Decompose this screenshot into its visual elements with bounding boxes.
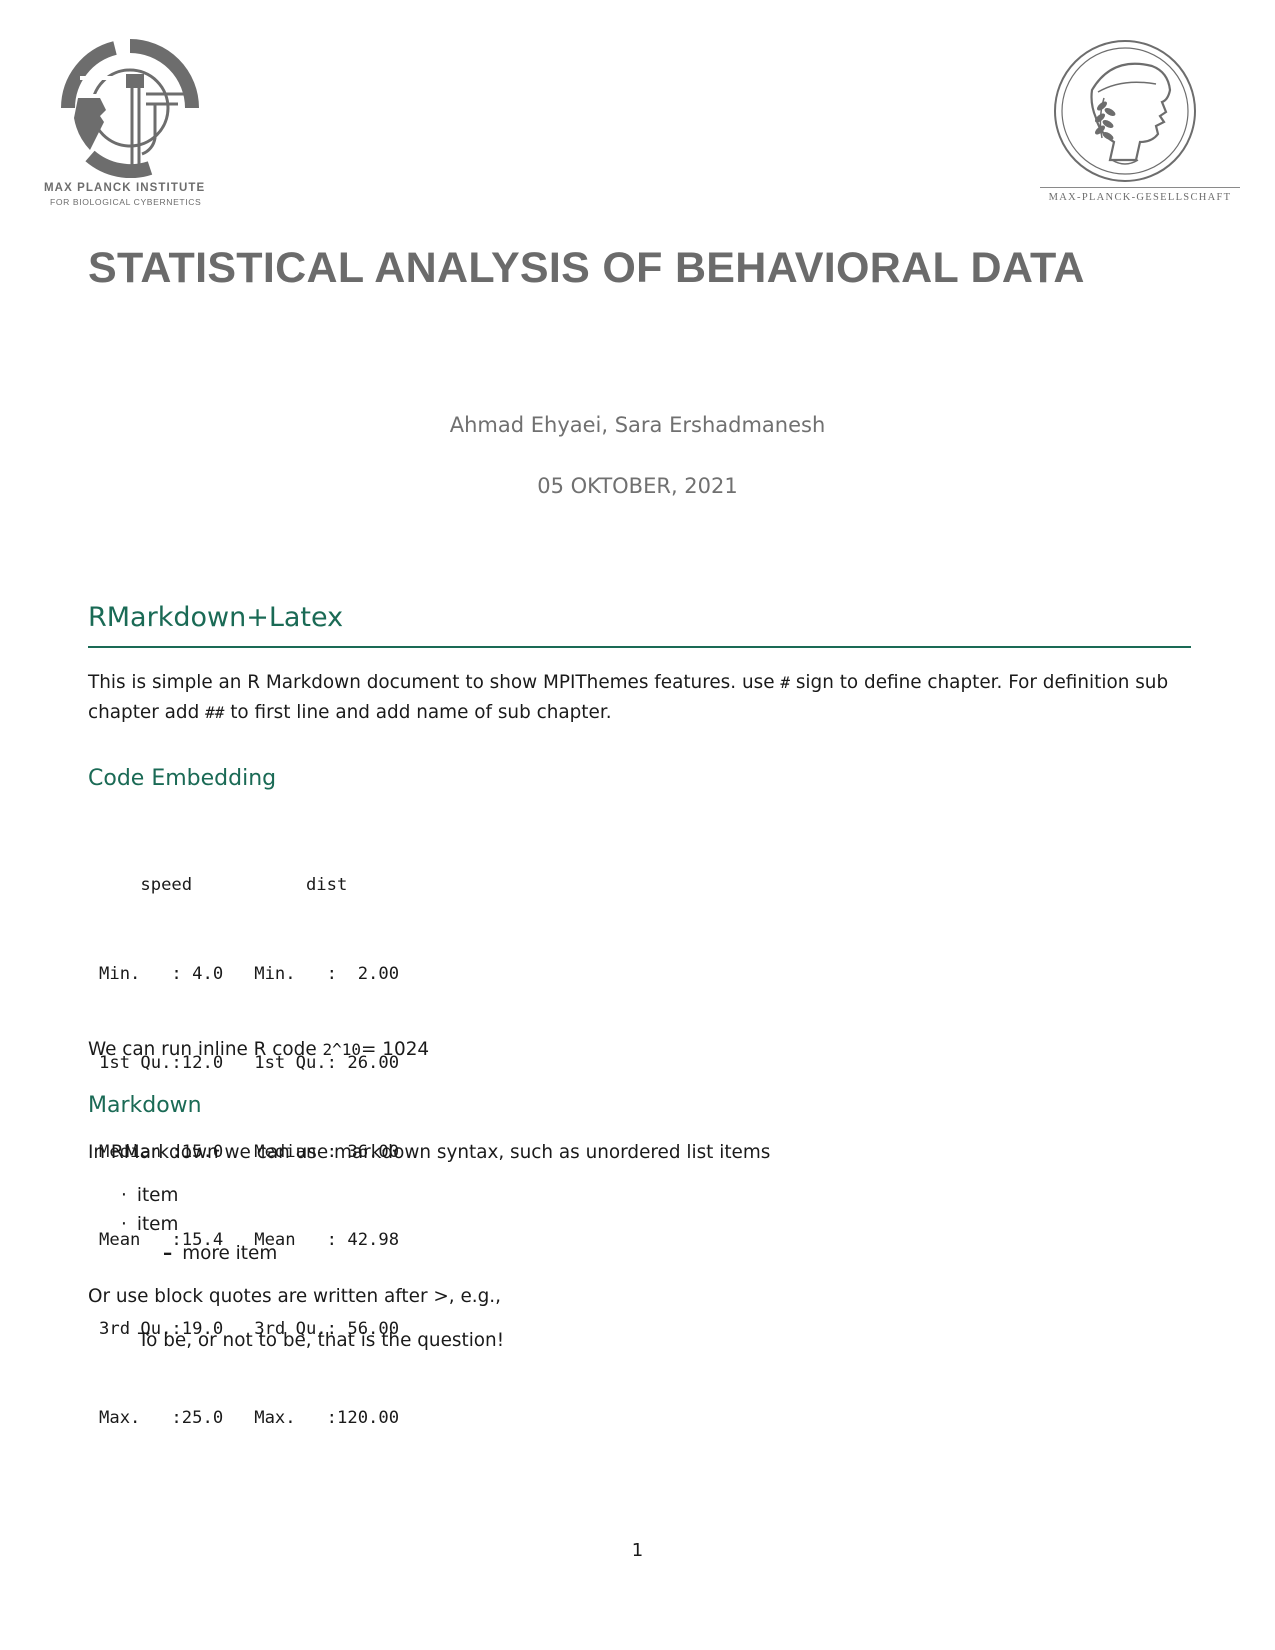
paragraph-line-2: chapter add ## to first line and add nam… <box>88 698 1198 728</box>
dash-bullet-icon: – <box>163 1243 173 1264</box>
logo-right-line1: MAX-PLANCK-GESELLSCHAFT <box>1048 192 1232 203</box>
bullet-icon: · <box>121 1185 127 1206</box>
list-item: · item <box>121 1181 178 1211</box>
page-number: 1 <box>631 1540 644 1561</box>
list-item-label: item <box>136 1185 179 1206</box>
section-rule <box>88 646 1191 648</box>
code-line: 3rd Qu.:19.0 3rd Qu.: 56.00 <box>99 1319 420 1340</box>
mpi-cybernetics-logo-icon <box>61 39 199 178</box>
text-run: = 1024 <box>361 1039 430 1060</box>
inline-code: 2^10 <box>322 1040 362 1059</box>
sub-list-item: – more item <box>163 1239 277 1269</box>
text-run: chapter add <box>88 702 206 723</box>
section1-paragraph: This is simple an R Markdown document to… <box>88 668 1198 728</box>
paragraph-line-1: This is simple an R Markdown document to… <box>88 668 1198 698</box>
code-line: 1st Qu.:12.0 1st Qu.: 26.00 <box>99 1052 420 1073</box>
code-line: Max. :25.0 Max. :120.00 <box>99 1407 420 1428</box>
section-heading-rmarkdown-latex: RMarkdown+Latex <box>88 602 344 633</box>
minerva-seal-icon <box>1054 40 1196 182</box>
list-item-label: more item <box>182 1243 278 1264</box>
markdown-intro: In RMarkdown we can use markdown syntax,… <box>88 1142 771 1163</box>
logo-right-rule <box>1040 187 1240 188</box>
subsection-heading-code-embedding: Code Embedding <box>88 766 277 791</box>
code-line: Median :15.0 Median : 36.00 <box>99 1141 420 1162</box>
code-line: speed dist <box>99 875 389 896</box>
document-date: 05 OKTOBER, 2021 <box>537 474 738 498</box>
mpi-logo: MAX PLANCK INSTITUTE FOR BIOLOGICAL CYBE… <box>40 38 220 210</box>
inline-code: ## <box>205 703 225 722</box>
code-line: Min. : 4.0 Min. : 2.00 <box>99 963 420 984</box>
text-run: We can run inline R code <box>88 1039 323 1060</box>
document-title: STATISTICAL ANALYSIS OF BEHAVIORAL DATA <box>88 244 1085 292</box>
quote-intro: Or use block quotes are written after >,… <box>88 1286 501 1307</box>
subsection-heading-markdown: Markdown <box>88 1093 202 1118</box>
text-run: This is simple an R Markdown document to… <box>88 672 781 693</box>
inline-code: # <box>780 673 790 692</box>
bullet-icon: · <box>121 1214 127 1235</box>
logo-left-line1: MAX PLANCK INSTITUTE <box>44 182 206 194</box>
text-run: sign to define chapter. For definition s… <box>790 672 1169 693</box>
list-item: · item <box>121 1210 178 1240</box>
list-item-label: item <box>136 1214 179 1235</box>
code-line: Mean :15.4 Mean : 42.98 <box>99 1230 420 1251</box>
text-run: to first line and add name of sub chapte… <box>224 702 612 723</box>
mpg-logo: MAX-PLANCK-GESELLSCHAFT <box>1030 38 1240 210</box>
inline-code-sentence: We can run inline R code 2^10= 1024 <box>88 1035 429 1065</box>
logo-left-line2: FOR BIOLOGICAL CYBERNETICS <box>50 197 202 207</box>
document-author: Ahmad Ehyaei, Sara Ershadmanesh <box>449 413 826 437</box>
block-quote: To be, or not to be, that is the questio… <box>138 1330 505 1351</box>
code-output-block: speed dist Min. : 4.0 Min. : 2.00 1st Qu… <box>99 812 420 1463</box>
